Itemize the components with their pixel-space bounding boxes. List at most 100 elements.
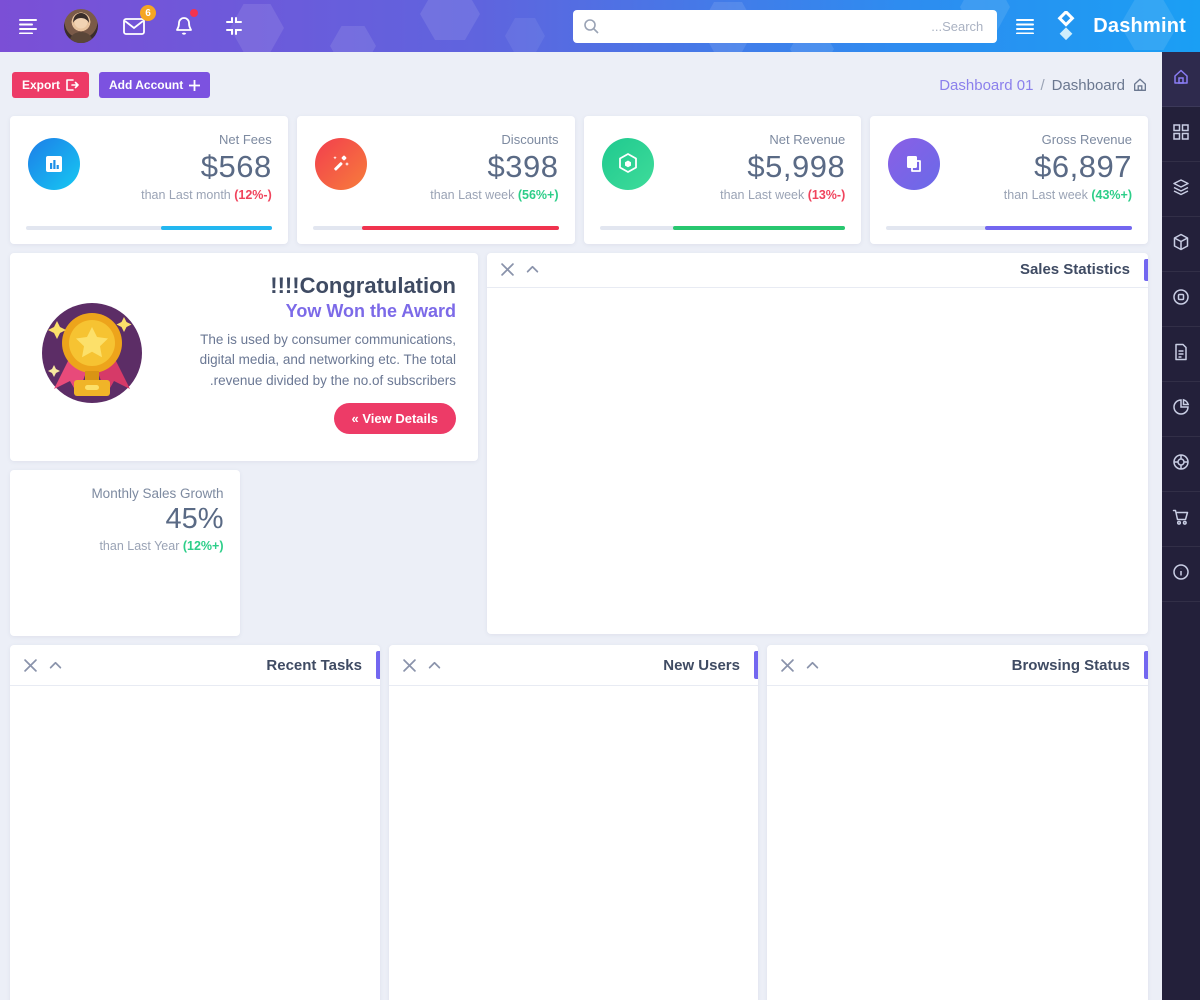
browser-list <box>767 686 1148 702</box>
package-icon <box>1172 233 1190 256</box>
mini-cards-row: Monthly Sales Growth 45% than Last Year (1… <box>10 470 478 636</box>
stat-progress-track <box>26 226 272 230</box>
stat-progress-track <box>599 226 846 230</box>
stat-title: Gross Revenue <box>1041 132 1132 147</box>
mini-value: 45% <box>165 503 224 535</box>
close-icon[interactable] <box>403 658 416 672</box>
mini-delta: (12%+) <box>182 539 224 553</box>
collapse-icon[interactable] <box>526 263 539 276</box>
search-input[interactable] <box>573 9 998 43</box>
pie-chart-icon <box>1172 398 1190 421</box>
stat-period: than Last week <box>430 188 518 202</box>
sidebar-item-home[interactable] <box>1162 52 1200 107</box>
stat-value: $568 <box>200 149 272 184</box>
search-icon <box>583 18 599 39</box>
compress-icon[interactable] <box>220 12 248 40</box>
mini-card-sales-growth: Monthly Sales Growth 45% than Last Year (1… <box>10 470 240 636</box>
grid-icon <box>1172 123 1190 146</box>
list-menu-icon[interactable] <box>1011 12 1039 40</box>
mini-period: than Last Year <box>99 539 183 553</box>
sidebar-item-layers[interactable] <box>1162 162 1200 217</box>
mail-icon[interactable]: 6 <box>120 5 156 40</box>
sidebar-item-reports[interactable] <box>1162 382 1200 437</box>
search-bar <box>573 9 998 43</box>
panel-title: New Users <box>663 656 740 674</box>
panel-title: Sales Statistics <box>1019 261 1130 279</box>
collapse-icon[interactable] <box>49 659 62 672</box>
stat-delta: (13%-) <box>807 188 846 202</box>
sidebar-item-documents[interactable] <box>1162 327 1200 382</box>
panel-accent-bar <box>1144 651 1148 679</box>
panel-header: Sales Statistics <box>487 253 1148 288</box>
close-icon[interactable] <box>24 658 37 672</box>
congrats-description: The is used by consumer communications, … <box>199 332 456 388</box>
browsing-status-panel: Browsing Status <box>767 645 1148 1000</box>
stat-subtext: than Last week (13%-) <box>600 188 846 202</box>
mini-title: Monthly Sales Growth <box>91 486 224 501</box>
user-avatar[interactable] <box>64 9 98 43</box>
hexagon-decoration <box>505 18 545 52</box>
stat-value: $6,897 <box>1034 149 1132 184</box>
breadcrumb-separator: / <box>1040 76 1045 94</box>
trophy-illustration <box>32 291 152 416</box>
stat-delta: (12%-) <box>234 188 272 202</box>
sales-statistics-panel: Sales Statistics <box>487 253 1148 634</box>
stat-delta: (43%+) <box>1091 188 1132 202</box>
breadcrumb-dashboard[interactable]: Dashboard <box>1051 76 1125 94</box>
wheel-icon <box>1172 453 1190 476</box>
hexagon-decoration <box>420 0 480 40</box>
brand-name: Dashmint <box>1093 14 1186 37</box>
sidebar-item-helm[interactable] <box>1162 437 1200 492</box>
congrats-subtitle: Yow Won the Award <box>285 301 456 321</box>
collapse-icon[interactable] <box>806 659 819 672</box>
stat-progress-fill <box>984 226 1132 230</box>
stat-period: than Last week <box>720 188 808 202</box>
sidebar-item-info[interactable] <box>1162 547 1200 602</box>
stat-subtext: than Last week (56%+) <box>313 188 558 202</box>
sidebar-spacer <box>1162 602 1200 1000</box>
sidebar-item-target[interactable] <box>1162 272 1200 327</box>
mini-subtext: than Last Year (12%+) <box>26 539 224 553</box>
stat-value: $398 <box>487 149 559 184</box>
sales-chart-area <box>487 288 1148 634</box>
plus-icon <box>189 79 201 91</box>
stat-card-net-revenue: Net Revenue $5,998 than Last week (13%-) <box>583 116 862 244</box>
sidebar-item-apps[interactable] <box>1162 107 1200 162</box>
notification-dot <box>190 9 198 17</box>
sidebar-item-shop[interactable] <box>1162 492 1200 547</box>
stat-progress-track <box>312 226 559 230</box>
breadcrumb-dashboard-01[interactable]: Dashboard 01 <box>939 76 1034 94</box>
top-navbar: 6 Dashmint <box>0 0 1200 52</box>
panel-title: Recent Tasks <box>266 656 362 674</box>
mail-count-badge: 6 <box>140 5 156 21</box>
mini-card-body: Monthly Sales Growth 45% than Last Year (1… <box>26 486 224 553</box>
home-icon <box>1172 68 1190 91</box>
right-sidebar <box>1162 52 1200 1000</box>
sidebar-item-package[interactable] <box>1162 217 1200 272</box>
close-icon[interactable] <box>781 658 794 672</box>
view-details-button[interactable]: « View Details <box>333 402 456 434</box>
stat-card-body: Net Revenue $5,998 than Last week (13%-) <box>600 132 846 202</box>
stat-subtext: than Last month (12%-) <box>26 188 272 202</box>
add-account-button[interactable]: Add Account <box>99 72 211 98</box>
stat-period: than Last month <box>141 188 235 202</box>
close-icon[interactable] <box>501 263 514 277</box>
stat-value: $5,998 <box>747 149 846 184</box>
export-icon <box>66 79 79 91</box>
export-button-label: Export <box>22 78 61 92</box>
toolbar-row: Export Add Account Dashboard 01 / Dashbo… <box>12 72 1148 98</box>
file-icon <box>1172 343 1190 366</box>
collapse-icon[interactable] <box>428 659 441 672</box>
stat-period: than Last week <box>1003 188 1092 202</box>
breadcrumb: Dashboard 01 / Dashboard <box>939 77 1148 94</box>
hexagon-decoration <box>230 4 284 52</box>
stat-card-gross-revenue: Gross Revenue $6,897 than Last week (43%+) <box>870 116 1148 244</box>
export-button[interactable]: Export <box>12 72 90 98</box>
bell-icon[interactable] <box>170 9 198 40</box>
hexagon-icon <box>601 138 654 190</box>
stat-cards-row: Net Fees $568 than Last month (12%-) Discou… <box>10 116 1148 244</box>
panel-accent-bar <box>376 651 380 679</box>
stat-card-discounts: Discounts $398 than Last week (56%+) <box>296 116 575 244</box>
menu-toggle-icon[interactable] <box>14 12 42 40</box>
panel-header: Browsing Status <box>767 645 1148 686</box>
